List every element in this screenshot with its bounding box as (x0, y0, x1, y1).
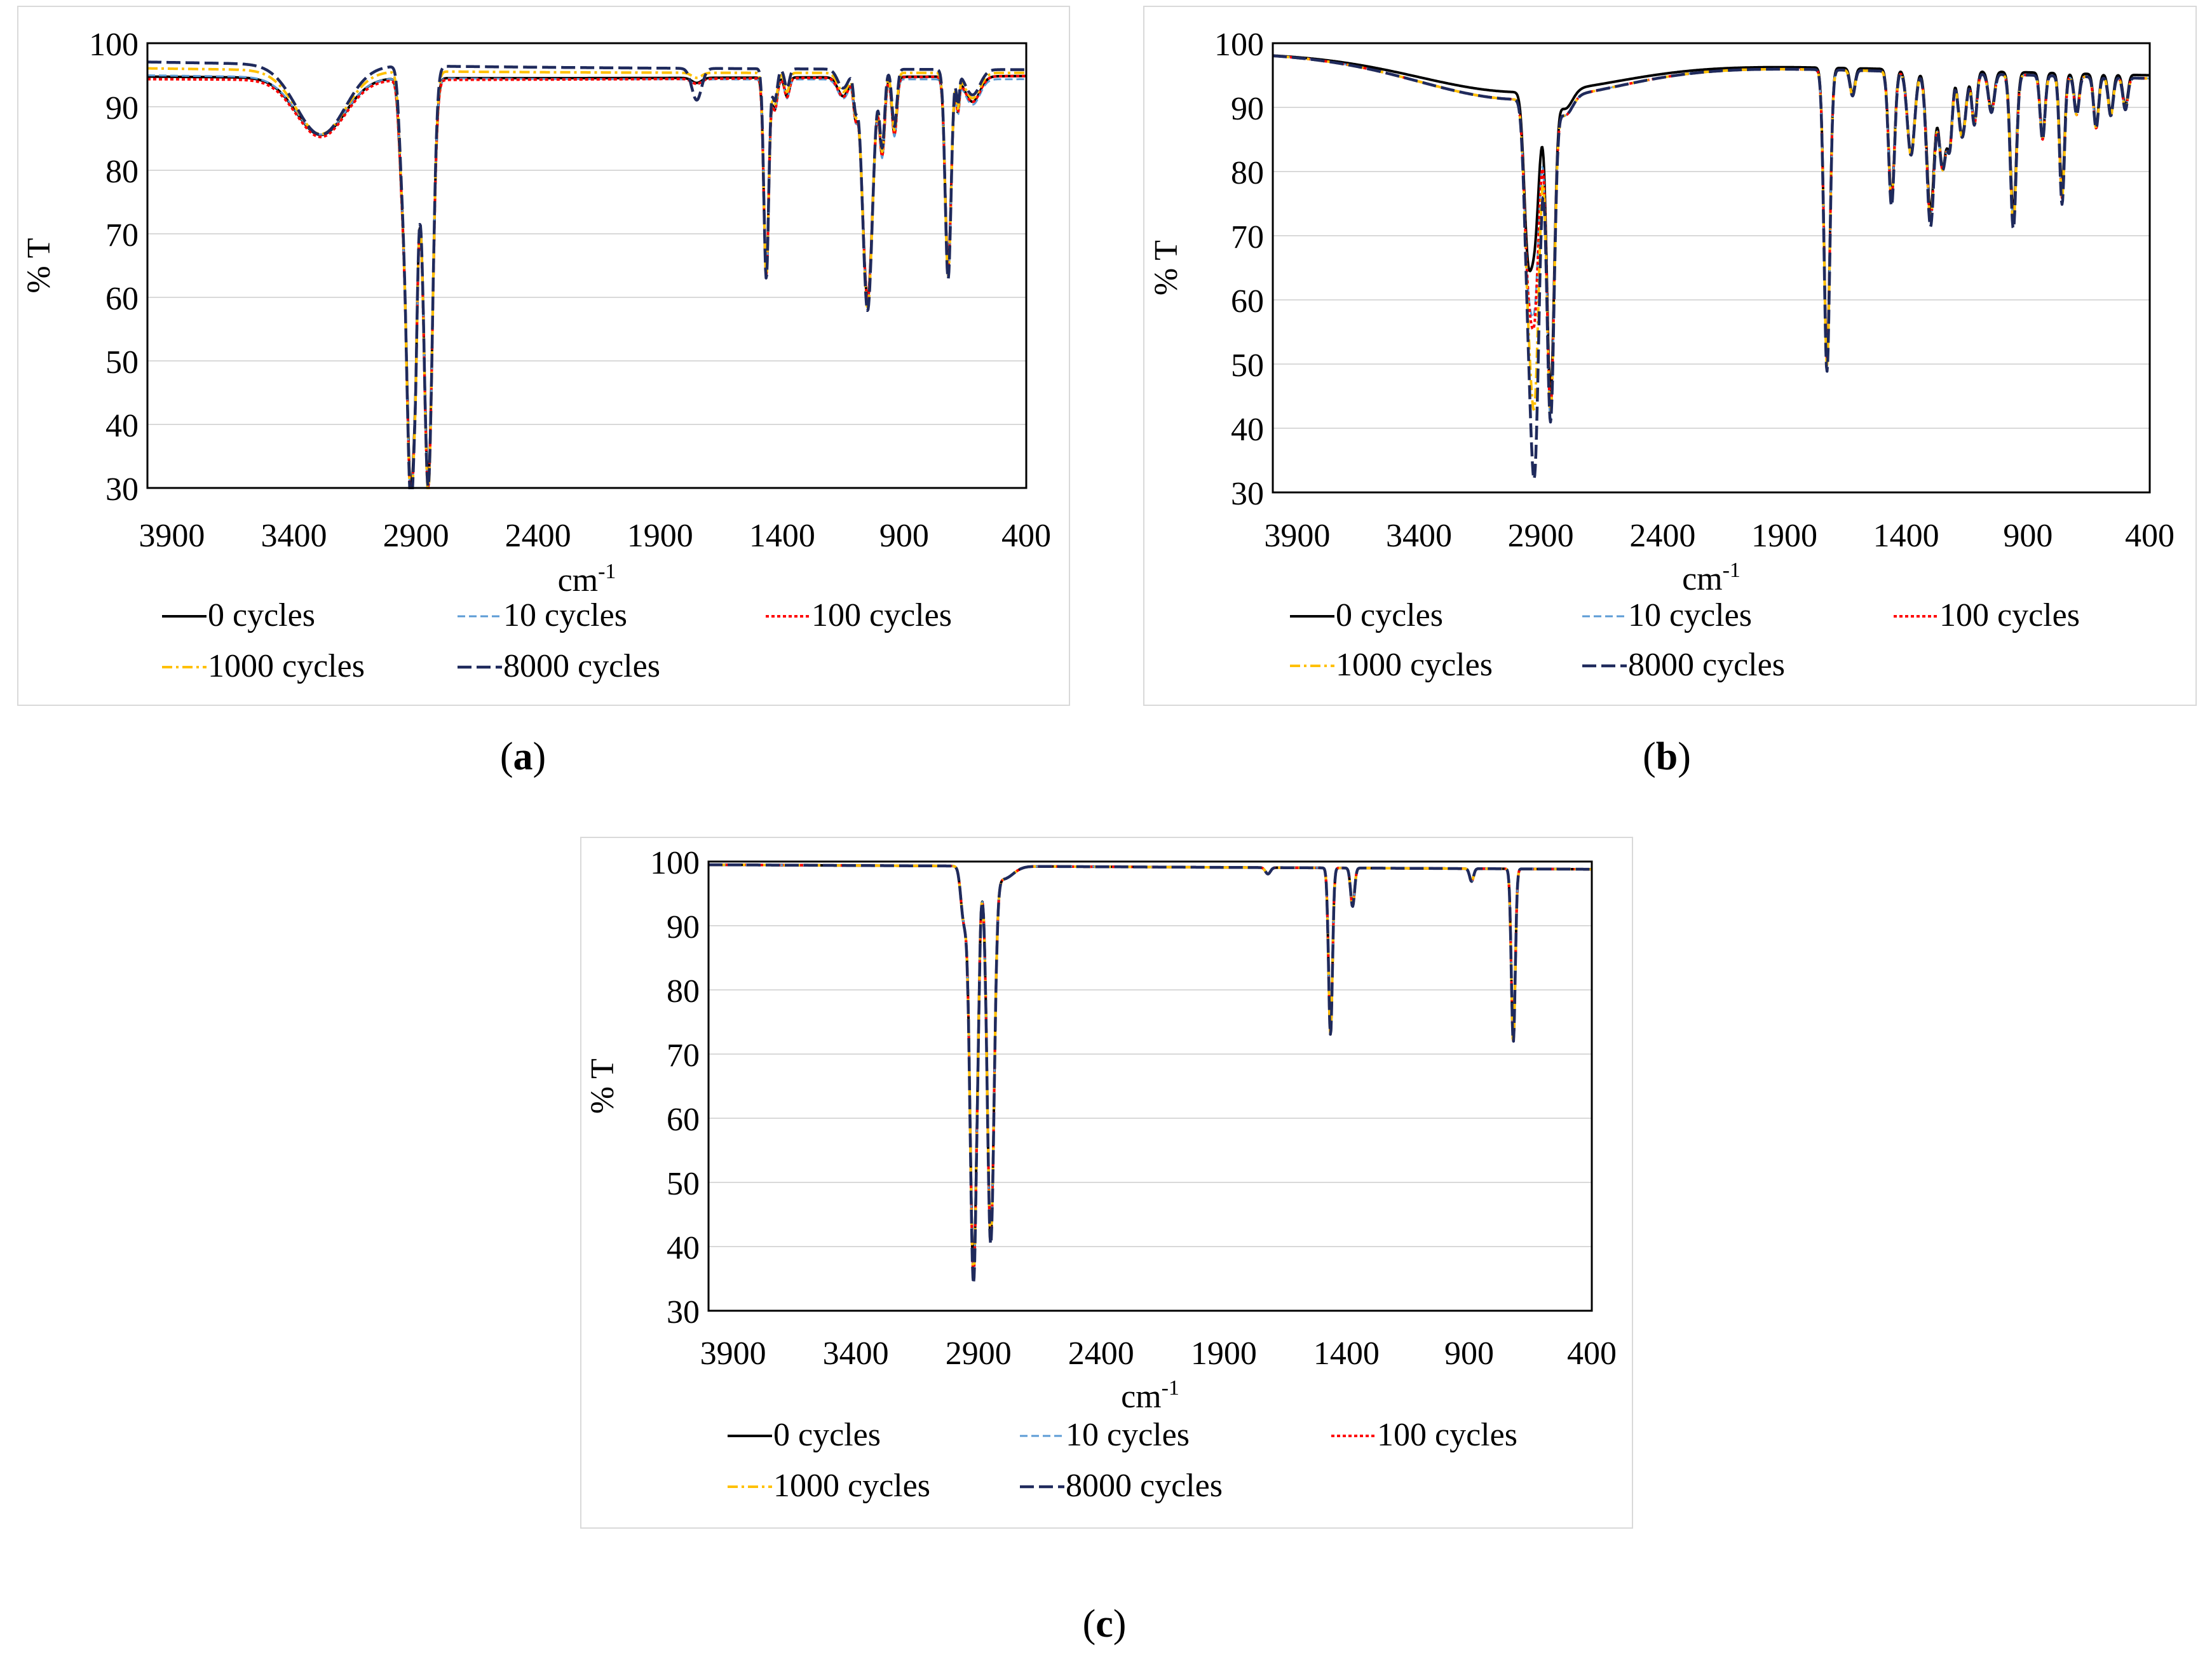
y-tick-label: 100 (1214, 27, 1264, 63)
x-tick-label: 400 (1567, 1336, 1617, 1372)
y-tick-label: 80 (667, 973, 700, 1010)
legend-label: 0 cycles (1336, 597, 1443, 633)
x-tick-label: 1900 (1191, 1336, 1257, 1372)
chart-panel-a: 30 40 50 60 70 80 90 100 3900 3400 2900 2400 1900 140… (17, 6, 1070, 706)
x-axis-label-sup: -1 (1723, 558, 1740, 582)
x-tick-label: 1400 (749, 518, 815, 554)
y-tick-label: 90 (1231, 91, 1264, 127)
legend-label: 8000 cycles (503, 648, 660, 684)
x-tick-label: 1400 (1313, 1336, 1380, 1372)
x-tick-label: 3900 (700, 1336, 766, 1372)
y-tick-label: 50 (105, 344, 139, 381)
x-tick-label: 900 (1444, 1336, 1494, 1372)
x-axis-label-sup: -1 (598, 560, 616, 583)
chart-frame (1143, 6, 2197, 706)
x-tick-label: 1400 (1873, 518, 1939, 554)
x-tick-label: 2900 (1508, 518, 1574, 554)
legend-label: 1000 cycles (208, 648, 365, 684)
x-tick-label: 3900 (1264, 518, 1330, 554)
x-tick-label: 3400 (823, 1336, 889, 1372)
x-axis-label: cm-1 (1682, 558, 1740, 597)
y-axis-label: % T (585, 1059, 621, 1114)
legend-label: 10 cycles (503, 597, 627, 633)
legend-label: 100 cycles (1939, 597, 2080, 633)
x-axis-label-sup: -1 (1162, 1376, 1179, 1400)
x-tick-label: 2900 (946, 1336, 1012, 1372)
y-tick-label: 60 (667, 1102, 700, 1138)
series-group (709, 863, 1592, 1285)
legend-label: 1000 cycles (1336, 647, 1493, 683)
legend-label: 0 cycles (773, 1417, 881, 1453)
y-tick-label: 40 (667, 1230, 700, 1266)
legend: 0 cycles 10 cycles 100 cycles 1000 cycles 80… (1290, 597, 2080, 683)
x-tick-label: 900 (879, 518, 929, 554)
y-tick-label: 40 (1231, 412, 1264, 448)
legend-label: 0 cycles (208, 597, 315, 633)
legend-label: 8000 cycles (1066, 1468, 1223, 1504)
series-line-100-cycles (147, 74, 1026, 489)
x-tick-label: 400 (2125, 518, 2175, 554)
x-tick-label: 3400 (1386, 518, 1452, 554)
legend-label: 1000 cycles (773, 1468, 930, 1504)
x-tick-label: 900 (2003, 518, 2053, 554)
y-tick-label: 60 (1231, 283, 1264, 320)
series-group (1273, 54, 2150, 481)
y-tick-label: 50 (667, 1166, 700, 1202)
x-tick-label: 2900 (383, 518, 449, 554)
y-tick-label: 50 (1231, 348, 1264, 384)
legend-label: 10 cycles (1066, 1417, 1190, 1453)
y-tick-label: 60 (105, 281, 139, 317)
y-tick-label: 40 (105, 408, 139, 444)
plot-area (707, 860, 1593, 1312)
y-tick-label: 100 (650, 845, 700, 881)
y-tick-label: 30 (667, 1294, 700, 1330)
chart-panel-c: 30 40 50 60 70 80 90 100 3900 3400 2900 2400 1900 140… (580, 837, 1633, 1529)
series-line-8000-cycles (709, 863, 1592, 1285)
y-tick-label: 30 (1231, 476, 1264, 512)
x-tick-label: 400 (1001, 518, 1051, 554)
series-line-0-cycles (1273, 54, 2150, 397)
y-tick-label: 70 (1231, 219, 1264, 255)
legend: 0 cycles 10 cycles 100 cycles 1000 cycles 80… (728, 1417, 1517, 1504)
x-tick-label: 3400 (261, 518, 327, 554)
x-tick-label: 2400 (505, 518, 571, 554)
x-tick-label: 1900 (1751, 518, 1817, 554)
series-line-8000-cycles (147, 60, 1026, 489)
legend-label: 100 cycles (1377, 1417, 1517, 1453)
y-tick-label: 90 (667, 909, 700, 945)
chart-panel-b: 30 40 50 60 70 80 90 100 3900 3400 2900 2400 1900 140… (1143, 6, 2197, 706)
plot-area (146, 42, 1028, 489)
x-tick-label: 1900 (627, 518, 693, 554)
y-tick-label: 80 (1231, 155, 1264, 191)
y-tick-label: 80 (105, 154, 139, 190)
y-tick-label: 30 (105, 471, 139, 508)
plot-area (1272, 42, 2151, 494)
y-axis-label: % T (21, 238, 57, 293)
series-line-8000-cycles (1273, 54, 2150, 481)
legend-label: 100 cycles (811, 597, 952, 633)
legend: 0 cycles 10 cycles 100 cycles 1000 cycles 80… (162, 597, 952, 684)
legend-label: 8000 cycles (1628, 647, 1785, 683)
y-tick-label: 100 (89, 27, 139, 63)
y-axis-label: % T (1148, 240, 1184, 295)
y-tick-label: 70 (105, 217, 139, 254)
y-tick-label: 70 (667, 1038, 700, 1074)
x-tick-label: 2400 (1629, 518, 1695, 554)
legend-label: 10 cycles (1628, 597, 1752, 633)
y-tick-label: 90 (105, 90, 139, 126)
x-tick-label: 3900 (139, 518, 205, 554)
x-tick-label: 2400 (1068, 1336, 1134, 1372)
series-group (147, 60, 1026, 489)
